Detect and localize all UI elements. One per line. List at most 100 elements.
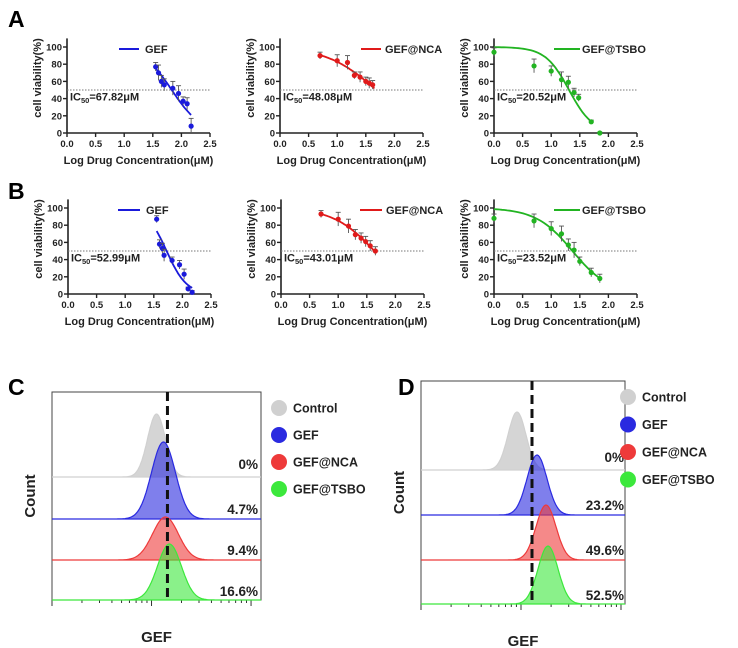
- x-tick-label: 1.0: [331, 139, 344, 150]
- dose-response-chart-b1: 0 20 40 60 80 100 0.0 0.5 1.0 1.5 2.0 2.5 Log Drug C…: [33, 199, 218, 328]
- y-tick-label: 100: [46, 43, 62, 54]
- y-tick-label: 0: [57, 129, 62, 140]
- y-tick-label: 20: [52, 272, 63, 283]
- legend-marker: [620, 389, 636, 405]
- data-point: [161, 252, 167, 258]
- y-axis-label: cell viability(%): [33, 199, 45, 279]
- y-axis-label: cell viability(%): [246, 199, 258, 279]
- legend-label: GEF: [145, 44, 168, 56]
- x-tick-label: 0.5: [89, 139, 103, 150]
- ic50-label: IC50=23.52μM: [497, 252, 566, 266]
- data-point: [558, 231, 565, 237]
- legend-label: GEF@NCA: [293, 456, 358, 470]
- y-tick-label: 20: [51, 111, 62, 122]
- y-tick-label: 80: [52, 221, 63, 232]
- y-tick-label: 20: [265, 272, 276, 283]
- legend-label: GEF@TSBO: [582, 44, 646, 56]
- y-tick-label: 0: [270, 129, 275, 140]
- data-point: [352, 232, 358, 238]
- histogram-gef-nca: [52, 516, 261, 561]
- data-point: [548, 226, 554, 232]
- data-point: [370, 82, 376, 88]
- y-tick-label: 60: [264, 77, 275, 88]
- percent-label: 9.4%: [227, 543, 258, 558]
- x-tick-label: 1.5: [573, 139, 587, 150]
- data-point: [491, 49, 497, 55]
- data-point: [176, 262, 183, 268]
- legend-label: Control: [293, 402, 337, 416]
- data-point: [597, 130, 603, 136]
- x-tick-label: 0.5: [516, 300, 530, 311]
- x-tick-label: 2.0: [175, 139, 188, 150]
- x-tick-label: 0.5: [516, 139, 530, 150]
- fit-curve: [155, 230, 193, 289]
- data-point: [351, 72, 357, 78]
- ic50-label: IC50=48.08μM: [283, 91, 352, 105]
- y-tick-label: 0: [484, 290, 489, 301]
- x-axis-label: Log Drug Concentration(μM): [278, 316, 428, 328]
- x-axis-label: GEF: [141, 629, 172, 646]
- x-axis-label: Log Drug Concentration(μM): [277, 155, 427, 167]
- data-point: [170, 85, 176, 91]
- y-tick-label: 100: [260, 204, 276, 215]
- data-point: [571, 247, 577, 253]
- y-tick-label: 60: [478, 77, 489, 88]
- y-tick-label: 60: [265, 238, 276, 249]
- y-tick-label: 60: [478, 238, 489, 249]
- y-tick-label: 20: [478, 111, 489, 122]
- x-tick-label: 0.0: [487, 300, 500, 311]
- data-point: [597, 275, 603, 282]
- data-point: [334, 58, 340, 64]
- y-tick-label: 80: [51, 60, 62, 71]
- x-tick-label: 1.0: [118, 139, 131, 150]
- data-point: [367, 243, 373, 249]
- y-tick-label: 40: [478, 94, 489, 105]
- x-tick-label: 0.0: [274, 300, 287, 311]
- y-tick-label: 100: [473, 204, 489, 215]
- y-tick-label: 100: [259, 43, 275, 54]
- dose-response-chart-a2: 0 20 40 60 80 100 0.0 0.5 1.0 1.5 2.0 2.5 Log Drug C…: [245, 38, 442, 167]
- y-tick-label: 80: [264, 60, 275, 71]
- y-tick-label: 60: [51, 77, 62, 88]
- data-point: [161, 82, 167, 88]
- ic50-label: IC50=20.52μM: [497, 91, 566, 105]
- legend-marker: [271, 427, 287, 443]
- x-tick-label: 2.0: [602, 300, 615, 311]
- data-point: [588, 269, 594, 276]
- y-tick-label: 0: [484, 129, 489, 140]
- data-point: [577, 258, 583, 264]
- x-tick-label: 2.5: [630, 139, 644, 150]
- histogram-control: [421, 411, 625, 471]
- y-tick-label: 80: [265, 221, 276, 232]
- data-point: [155, 70, 162, 76]
- data-point: [372, 248, 378, 254]
- data-point: [358, 235, 364, 241]
- y-tick-label: 40: [52, 255, 63, 266]
- x-axis-label: Log Drug Concentration(μM): [65, 316, 215, 328]
- legend-label: GEF: [293, 429, 319, 443]
- data-point: [357, 74, 363, 80]
- y-tick-label: 100: [473, 43, 489, 54]
- data-point: [154, 216, 160, 222]
- y-tick-label: 80: [478, 221, 489, 232]
- data-point: [588, 119, 594, 125]
- ic50-label: IC50=52.99μM: [71, 252, 140, 266]
- x-tick-label: 2.0: [602, 139, 615, 150]
- percent-label: 0%: [604, 450, 624, 465]
- data-point: [345, 223, 352, 229]
- x-axis-label: Log Drug Concentration(μM): [491, 316, 641, 328]
- histogram-gef-nca: [421, 504, 625, 561]
- y-tick-label: 20: [264, 111, 275, 122]
- x-tick-label: 2.5: [204, 300, 218, 311]
- legend-marker: [620, 416, 636, 433]
- y-axis-label: cell viability(%): [459, 38, 471, 118]
- y-tick-label: 100: [47, 204, 63, 215]
- legend-label: GEF@TSBO: [642, 473, 715, 487]
- data-point: [188, 123, 194, 129]
- x-tick-label: 0.5: [303, 300, 317, 311]
- x-tick-label: 1.0: [545, 300, 558, 311]
- data-point: [181, 271, 187, 277]
- x-tick-label: 2.5: [630, 300, 644, 311]
- dose-response-chart-a1: 0 20 40 60 80 100 0.0 0.5 1.0 1.5 2.0 2.5 Log Drug C…: [32, 38, 217, 167]
